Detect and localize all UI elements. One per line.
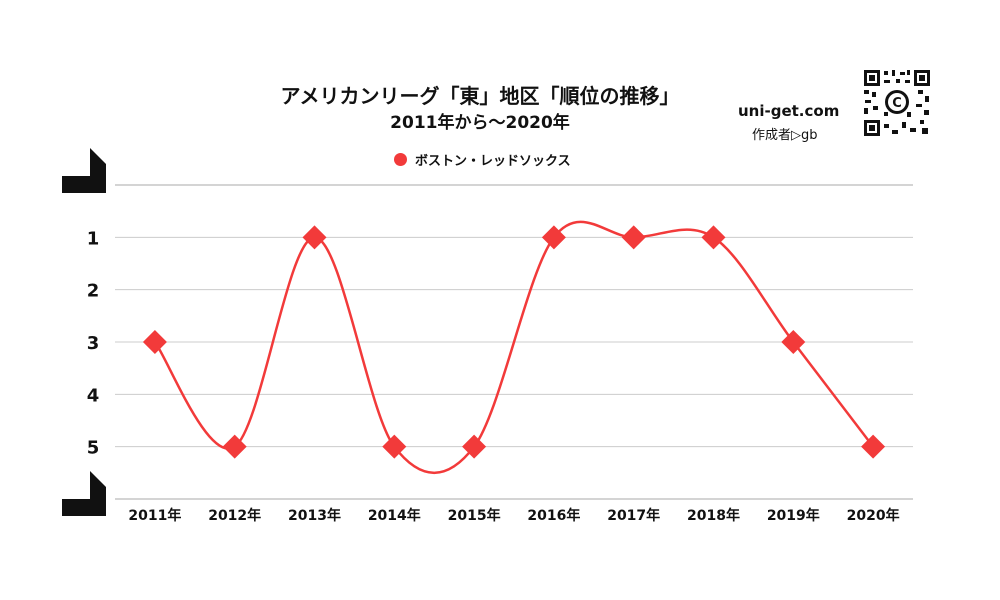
qr-code-icon: C — [862, 68, 932, 138]
x-tick-label: 2013年 — [288, 507, 341, 524]
x-tick-label: 2019年 — [767, 507, 820, 524]
y-tick-label: 3 — [87, 333, 100, 354]
legend-label: ボストン・レッドソックス — [415, 154, 571, 169]
x-tick-label: 2014年 — [368, 507, 421, 524]
data-point-marker[interactable] — [462, 434, 487, 459]
legend-marker — [394, 153, 407, 166]
data-point-marker[interactable] — [781, 330, 806, 354]
data-point-marker[interactable] — [541, 225, 566, 250]
y-tick-label: 4 — [87, 385, 100, 406]
y-tick-label: 1 — [87, 228, 100, 249]
chart-title: アメリカンリーグ「東」地区「順位の推移」 — [280, 84, 680, 108]
data-point-marker[interactable] — [382, 434, 407, 459]
data-point-marker[interactable] — [142, 330, 167, 354]
brand-author: 作成者▷gb — [752, 128, 818, 143]
data-point-marker[interactable] — [302, 225, 327, 250]
brand-site[interactable]: uni-get.com — [738, 102, 840, 120]
y-tick-label: 5 — [87, 438, 100, 459]
x-tick-label: 2018年 — [687, 507, 740, 524]
x-tick-label: 2016年 — [527, 507, 580, 524]
y-tick-label: 2 — [87, 281, 100, 302]
x-tick-label: 2017年 — [607, 507, 660, 524]
x-tick-label: 2020年 — [847, 507, 900, 524]
data-point-marker[interactable] — [222, 434, 247, 459]
x-tick-label: 2011年 — [128, 507, 181, 524]
data-point-marker[interactable] — [861, 434, 886, 459]
chart-subtitle: 2011年から～2020年 — [390, 113, 570, 133]
series-line — [153, 220, 875, 474]
legend: ボストン・レッドソックス — [394, 150, 571, 169]
data-point-marker[interactable] — [621, 225, 646, 250]
data-point-marker[interactable] — [701, 225, 726, 250]
x-tick-label: 2012年 — [208, 507, 261, 524]
x-tick-label: 2015年 — [448, 507, 501, 524]
logo-letter: C — [892, 96, 902, 111]
